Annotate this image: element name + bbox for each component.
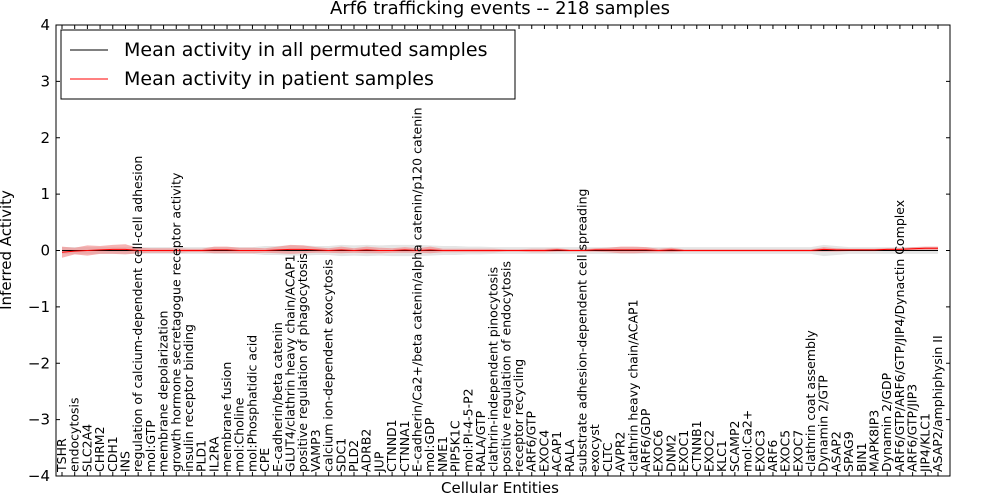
y-tick-label: 1 (40, 185, 50, 203)
x-tick-label: DNM2 (663, 434, 678, 472)
x-tick-label: GLUT4/clathrin heavy chain/ACAP1 (283, 254, 298, 472)
x-tick-label: calcium ion-dependent exocytosis (321, 259, 336, 472)
x-tick-label: PLD1 (194, 440, 209, 472)
x-tick-label: EXOC7 (790, 430, 805, 472)
x-tick-label: positive regulation of endocytosis (498, 261, 513, 472)
x-tick-label: JIP4/KLC1 (917, 413, 932, 473)
x-tick-label: endocytosis (67, 397, 82, 472)
x-axis-label: Cellular Entities (441, 479, 559, 497)
x-tick-label: E-cadherin/beta catenin (270, 322, 285, 472)
x-tick-label: EXOC5 (778, 430, 793, 472)
x-tick-label: CHRM2 (92, 426, 107, 472)
y-axis: −4 −3 −2 −1 0 1 2 3 4 (28, 16, 950, 485)
x-tick-label: CTNNA1 (397, 420, 412, 472)
y-tick-label: 3 (40, 72, 50, 90)
legend: Mean activity in all permuted samples Me… (60, 29, 516, 100)
series-lines (61, 247, 938, 253)
chart-title: Arf6 trafficking events -- 218 samples (330, 0, 670, 19)
x-tick-label: E-cadherin/Ca2+/beta catenin/alpha caten… (410, 107, 425, 472)
x-tick-label: mol:GDP (422, 417, 437, 472)
x-tick-label: JUP (371, 451, 386, 473)
x-tick-label: BIN1 (854, 442, 869, 472)
x-tick-label: insulin receptor binding (181, 324, 196, 472)
y-tick-label: −3 (28, 411, 50, 429)
x-tick-label: CDH1 (105, 436, 120, 472)
x-tick-label: EXOC1 (676, 430, 691, 472)
legend-box (60, 29, 516, 100)
x-tick-label: AVPR2 (613, 432, 628, 472)
y-tick-label: −2 (28, 354, 50, 372)
x-tick-label: SCAMP2 (727, 421, 742, 473)
x-tick-label: NME1 (435, 436, 450, 472)
x-tick-label: substrate adhesion-dependent cell spread… (575, 189, 590, 472)
x-tick-label: Dynamin 2/GTP (816, 375, 831, 472)
y-axis-label: Inferred Activity (0, 190, 15, 310)
legend-label-patient: Mean activity in patient samples (124, 68, 434, 90)
x-tick-label: ADRB2 (359, 429, 374, 472)
x-tick-label: mol:Ca2+ (740, 410, 755, 472)
x-tick-label: TSHR (54, 438, 69, 473)
x-tick-label: IL2RA (206, 436, 221, 472)
x-tick-label: SLC2A4 (79, 424, 94, 472)
x-tick-label: PIP5K1C (448, 420, 463, 472)
x-tick-label: mol:GTP (143, 420, 158, 472)
y-tick-label: 2 (40, 129, 50, 147)
band-series-1 (62, 244, 938, 258)
x-tick-label: regulation of calcium-dependent cell-cel… (130, 156, 145, 472)
x-tick-label: RALA/GTP (473, 410, 488, 472)
x-tick-label: ARF6 (765, 440, 780, 472)
x-tick-label: PLD2 (346, 440, 361, 472)
x-tick-label: EXOC3 (752, 430, 767, 472)
x-tick-label: Dynamin 2/GDP (879, 372, 894, 472)
x-tick-label: EXOC2 (702, 430, 717, 472)
x-tick-label: ARF6/GTP/JIP3 (905, 384, 920, 472)
x-tick-label: ARF6/GTP/ARF6/GTP/JIP4/Dynactin Complex (892, 200, 907, 472)
x-tick-label: clathrin-independent pinocytosis (486, 267, 501, 472)
x-tick-label: EXOC6 (651, 430, 666, 472)
x-tick-label: ARF6/GTP (524, 410, 539, 471)
x-tick-label: SDC1 (333, 438, 348, 472)
x-tick-label: INS (118, 451, 133, 472)
x-tick-label: mol:Choline (232, 397, 247, 472)
x-axis: TSHRendocytosisSLC2A4CHRM2CDH1INSregulat… (54, 25, 945, 476)
x-tick-label: CLTC (600, 442, 615, 472)
x-tick-label: growth hormone secretagogue receptor act… (168, 172, 183, 472)
series-bands (62, 244, 938, 258)
x-tick-label: membrane depolarization (156, 311, 171, 472)
x-tick-label: RALA (562, 439, 577, 472)
x-tick-label: ASAP2/amphiphysin II (930, 335, 945, 472)
x-tick-label: VAMP3 (308, 429, 323, 472)
y-tick-label: 0 (40, 242, 50, 260)
x-tick-label: clathrin coat assembly (803, 330, 818, 472)
x-tick-label: mol:PI-4-5-P2 (460, 388, 475, 472)
y-tick-label: −1 (28, 298, 50, 316)
x-tick-label: CTNND1 (384, 419, 399, 472)
x-tick-label: CTNNB1 (689, 420, 704, 472)
line-series-1 (61, 247, 938, 253)
x-tick-label: ARF6/GDP (638, 408, 653, 472)
legend-label-permuted: Mean activity in all permuted samples (124, 39, 487, 61)
x-tick-label: SPAG9 (841, 431, 856, 472)
x-tick-label: ASAP2 (828, 431, 843, 472)
x-tick-label: positive regulation of phagocytosis (295, 253, 310, 472)
x-tick-label: membrane fusion (219, 362, 234, 472)
x-tick-label: EXOC4 (536, 430, 551, 472)
y-tick-label: −4 (28, 467, 50, 485)
y-tick-label: 4 (40, 16, 50, 34)
x-tick-label: ACAP1 (549, 431, 564, 472)
x-tick-label: mol:Phosphatidic acid (244, 335, 259, 472)
x-tick-label: KLC1 (714, 440, 729, 472)
x-tick-label: clathrin heavy chain/ACAP1 (625, 299, 640, 472)
x-tick-label: exocyst (587, 424, 602, 472)
x-tick-label: receptor recycling (511, 359, 526, 472)
x-tick-label: CPE (257, 448, 272, 472)
x-tick-label: MAPK8IP3 (867, 410, 882, 472)
